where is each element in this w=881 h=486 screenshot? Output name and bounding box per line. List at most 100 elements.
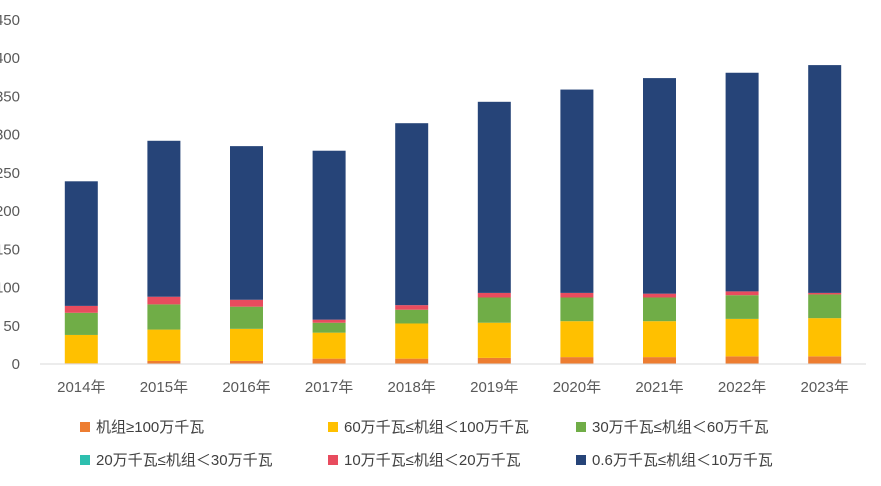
bar-segment <box>477 292 511 298</box>
bar-segment <box>395 323 429 359</box>
bar-segment <box>643 357 676 364</box>
bar-segment <box>808 292 842 295</box>
x-tick-label: 2018年 <box>388 379 436 396</box>
legend-item-10-20: 10万千瓦≤机组＜20万千瓦 <box>328 449 576 470</box>
bar-segment <box>230 328 263 361</box>
bar-segment <box>560 321 594 358</box>
y-tick-label: 450 <box>0 12 20 29</box>
y-tick-label: 0 <box>12 356 20 373</box>
bar-stack <box>230 146 263 364</box>
bar-stack <box>560 89 594 364</box>
legend-item-30-60: 30万千瓦≤机组＜60万千瓦 <box>576 416 824 437</box>
x-tick-label: 2017年 <box>305 379 353 396</box>
bar-segment <box>230 306 263 329</box>
x-tick-label: 2022年 <box>718 379 766 396</box>
bar-segment <box>312 332 346 359</box>
bar-segment <box>64 181 98 306</box>
bar-segment <box>147 296 181 305</box>
bar-segment <box>230 299 263 307</box>
bar-segment <box>147 329 181 361</box>
bars <box>64 65 842 364</box>
legend-row: 机组≥100万千瓦 60万千瓦≤机组＜100万千瓦 30万千瓦≤机组＜60万千瓦 <box>80 410 870 443</box>
legend-swatch <box>328 454 338 465</box>
legend-swatch <box>80 421 90 432</box>
bar-segment <box>395 309 429 324</box>
y-tick-label: 100 <box>0 280 20 297</box>
bar-segment <box>560 89 594 293</box>
bar-stack <box>725 72 759 364</box>
bar-segment <box>808 65 842 293</box>
x-tick-label: 2023年 <box>801 379 849 396</box>
x-tick-label: 2019年 <box>470 379 518 396</box>
bar-segment <box>725 295 759 319</box>
bar-segment <box>643 78 676 294</box>
bar-segment <box>395 123 429 306</box>
legend: 机组≥100万千瓦 60万千瓦≤机组＜100万千瓦 30万千瓦≤机组＜60万千瓦… <box>80 410 870 476</box>
bar-stack <box>312 150 346 364</box>
x-tick-label: 2015年 <box>140 379 188 396</box>
x-axis: 2014年 2015年 2016年 2017年 2018年 2019年 2020年 2021年… <box>57 379 849 396</box>
legend-label: 0.6万千瓦≤机组＜10万千瓦 <box>592 452 773 469</box>
y-axis: 0 50 100 150 200 250 300 350 400 450 <box>0 12 20 373</box>
legend-swatch <box>328 421 338 432</box>
legend-swatch <box>576 454 586 465</box>
bar-segment <box>643 321 676 358</box>
bar-segment <box>725 291 759 296</box>
bar-segment <box>725 356 759 364</box>
bar-segment <box>477 322 511 358</box>
legend-row: 20万千瓦≤机组＜30万千瓦 10万千瓦≤机组＜20万千瓦 0.6万千瓦≤机组＜… <box>80 443 870 476</box>
bar-segment <box>230 360 263 364</box>
bar-segment <box>643 297 676 322</box>
legend-label: 机组≥100万千瓦 <box>96 419 205 436</box>
bar-segment <box>477 297 511 323</box>
bar-segment <box>147 360 181 364</box>
x-tick-label: 2021年 <box>635 379 683 396</box>
x-tick-label: 2016年 <box>222 379 270 396</box>
legend-swatch <box>576 421 586 432</box>
legend-item-0p6-10: 0.6万千瓦≤机组＜10万千瓦 <box>576 449 824 470</box>
x-tick-label: 2014年 <box>57 379 105 396</box>
bar-segment <box>560 357 594 364</box>
legend-item-20-30: 20万千瓦≤机组＜30万千瓦 <box>80 449 328 470</box>
bar-segment <box>477 101 511 293</box>
bar-segment <box>560 297 594 322</box>
y-tick-label: 350 <box>0 88 20 105</box>
bar-segment <box>312 150 346 320</box>
bar-segment <box>395 358 429 364</box>
bar-stack <box>395 123 429 364</box>
legend-label: 30万千瓦≤机组＜60万千瓦 <box>592 419 769 436</box>
y-tick-label: 400 <box>0 50 20 67</box>
bar-stack <box>477 101 511 364</box>
y-tick-label: 200 <box>0 203 20 220</box>
bar-segment <box>312 322 346 333</box>
bar-segment <box>808 356 842 364</box>
bar-segment <box>230 146 263 300</box>
bar-stack <box>64 181 98 364</box>
bar-segment <box>560 292 594 298</box>
bar-segment <box>64 312 98 335</box>
y-tick-label: 300 <box>0 127 20 144</box>
bar-segment <box>725 72 759 292</box>
bar-segment <box>147 304 181 330</box>
bar-segment <box>808 318 842 357</box>
legend-swatch <box>80 454 90 465</box>
bar-stack <box>808 65 842 364</box>
bar-segment <box>643 293 676 298</box>
y-tick-label: 250 <box>0 165 20 182</box>
bar-segment <box>725 318 759 357</box>
bar-segment <box>64 334 98 364</box>
bar-segment <box>312 358 346 364</box>
y-tick-label: 150 <box>0 241 20 258</box>
legend-item-60-100: 60万千瓦≤机组＜100万千瓦 <box>328 416 576 437</box>
bar-segment <box>477 357 511 364</box>
legend-label: 20万千瓦≤机组＜30万千瓦 <box>96 452 273 469</box>
bar-segment <box>312 319 346 323</box>
bar-segment <box>147 140 181 297</box>
bar-segment <box>808 294 842 319</box>
legend-label: 10万千瓦≤机组＜20万千瓦 <box>344 452 521 469</box>
legend-item-ge-100: 机组≥100万千瓦 <box>80 416 328 437</box>
x-tick-label: 2020年 <box>553 379 601 396</box>
bar-segment <box>395 305 429 310</box>
bar-segment <box>64 305 98 313</box>
